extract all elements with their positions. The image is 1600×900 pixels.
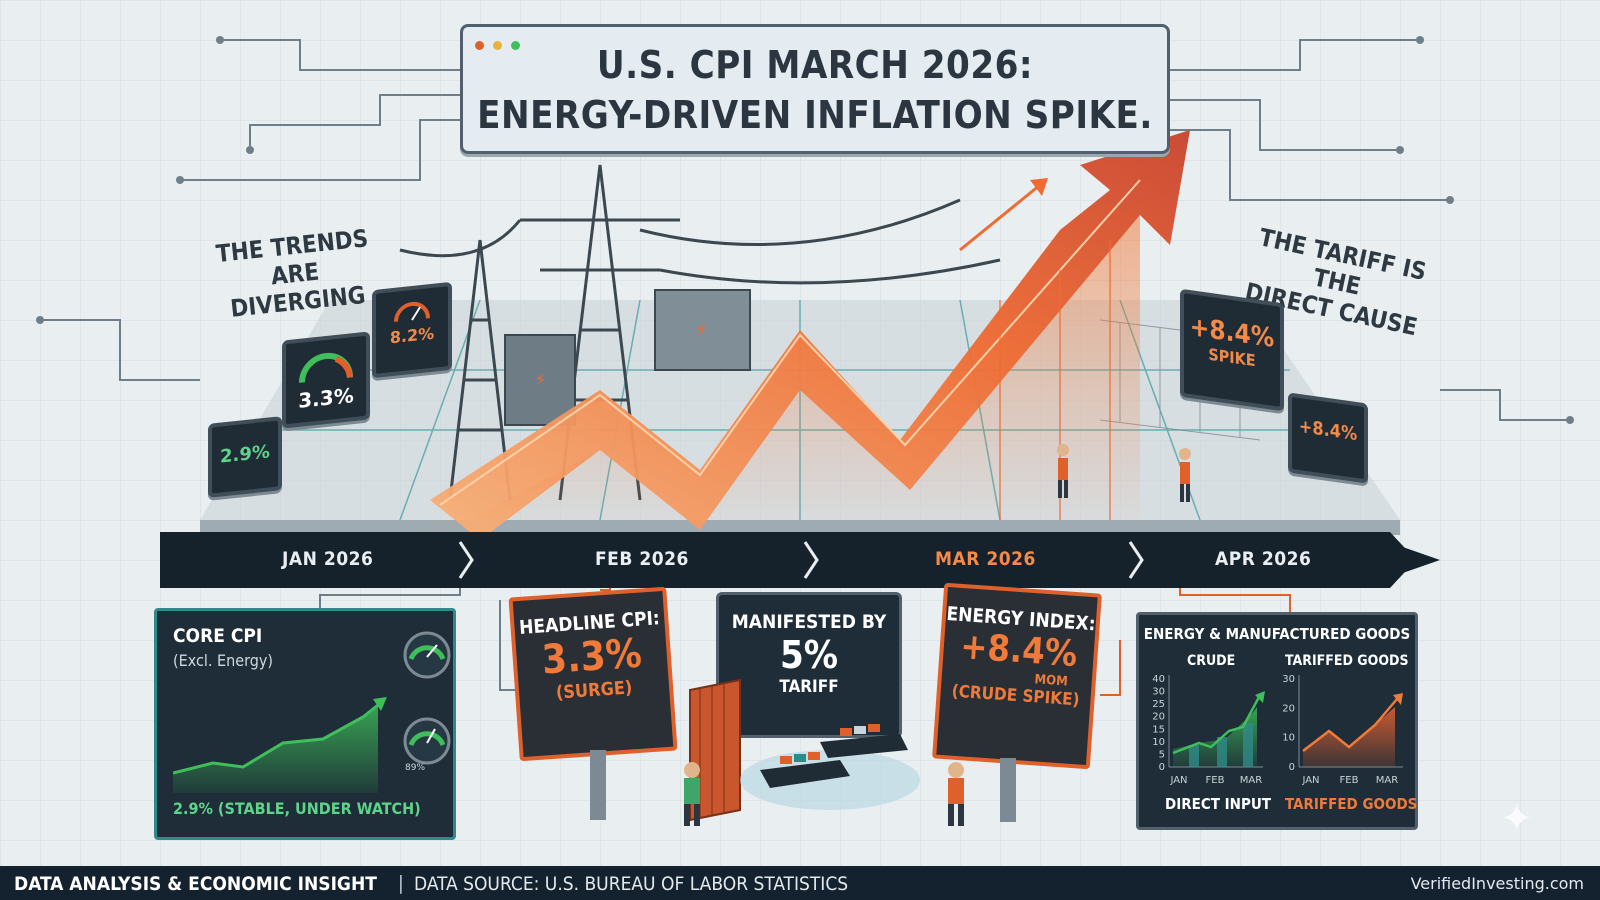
goods-right-title: TARIFFED GOODS — [1285, 653, 1409, 669]
core-cpi-sparkline — [173, 697, 387, 793]
chart-tick-label: 30 — [1152, 687, 1165, 698]
title-line-1: U.S. CPI MARCH 2026: — [596, 43, 1034, 87]
timeline-label-jan: JAN 2026 — [282, 548, 374, 570]
window-controls — [475, 35, 524, 54]
chart-tick-label: 20 — [1282, 703, 1295, 714]
chart-tick-label: 15 — [1152, 724, 1165, 735]
timeline-label-apr: APR 2026 — [1215, 548, 1312, 570]
goods-left-title: CRUDE — [1187, 653, 1236, 669]
chart-tick-label: 5 — [1159, 749, 1165, 760]
chart-month-label: FEB — [1206, 775, 1225, 786]
footer-bar: DATA ANALYSIS & ECONOMIC INSIGHT | DATA … — [0, 866, 1600, 900]
monitor-right-small-value: +8.4% — [1298, 415, 1358, 446]
timeline-label-mar: MAR 2026 — [935, 548, 1036, 570]
monitor-tall-left-value: 8.2% — [389, 323, 435, 348]
minimize-dot-icon — [493, 41, 503, 50]
chart-tick-label: 0 — [1289, 762, 1295, 773]
tariff-value: 5% — [779, 633, 839, 677]
footer-tagline: DATA ANALYSIS & ECONOMIC INSIGHT — [14, 873, 377, 895]
chart-tick-label: 0 — [1159, 762, 1165, 773]
chart-month-label: JAN — [1169, 775, 1187, 786]
timeline-bar — [160, 532, 1440, 588]
worker-figure-right — [948, 762, 964, 826]
chart-tick-label: 10 — [1152, 737, 1165, 748]
gauge-bottom-label: 89% — [405, 763, 426, 773]
title-line-2: ENERGY-DRIVEN INFLATION SPIKE. — [477, 93, 1153, 137]
chart-tick-label: 25 — [1152, 699, 1165, 710]
monitor-small-left-value: 2.9% — [220, 441, 270, 468]
monitor-right-small: +8.4% — [1288, 392, 1368, 484]
svg-text:⚡: ⚡ — [535, 370, 546, 389]
energy-index-panel: ENERGY INDEX: +8.4% MOM (CRUDE SPIKE) — [932, 582, 1102, 770]
sparkle-icon: ✦ — [1500, 796, 1534, 842]
tariff-panel: MANIFESTED BY 5% TARIFF — [716, 592, 902, 738]
gauge-icon — [299, 352, 353, 383]
core-cpi-subtitle: (Excl. Energy) — [173, 651, 273, 670]
callout-left: THE TRENDS ARE DIVERGING — [206, 223, 384, 324]
svg-text:⚡: ⚡ — [695, 320, 708, 341]
chart-month-label: FEB — [1340, 775, 1359, 786]
footer-source: DATA SOURCE: U.S. BUREAU OF LABOR STATIS… — [414, 873, 849, 895]
monitor-gauge-left: 3.3% — [282, 331, 370, 429]
chart-tick-label: 10 — [1282, 733, 1295, 744]
monitor-tall-left: 8.2% — [372, 281, 452, 379]
chart-tick-label: 40 — [1152, 674, 1165, 685]
gauge-bottom-icon — [403, 717, 451, 765]
timeline-label-feb: FEB 2026 — [595, 548, 689, 570]
headline-panel-post — [590, 750, 606, 820]
title-window: U.S. CPI MARCH 2026: ENERGY-DRIVEN INFLA… — [460, 24, 1170, 154]
goods-panel-title: ENERGY & MANUFACTURED GOODS — [1143, 625, 1411, 643]
energy-panel-post — [1000, 758, 1016, 822]
chart-month-label: MAR — [1376, 775, 1398, 786]
tariff-wall-and-ships — [689, 678, 920, 822]
core-cpi-footer: 2.9% (STABLE, UNDER WATCH) — [173, 799, 421, 818]
chart-month-label: MAR — [1240, 775, 1262, 786]
goods-panel: ENERGY & MANUFACTURED GOODS CRUDE TARIFF… — [1136, 612, 1418, 830]
tariff-line-3: TARIFF — [779, 677, 839, 697]
tariff-line-1: MANIFESTED BY — [731, 611, 887, 633]
worker-figure-left — [684, 762, 700, 826]
chart-month-label: JAN — [1301, 775, 1319, 786]
close-dot-icon — [475, 41, 484, 50]
footer-website-link[interactable]: VerifiedInvesting.com — [1410, 874, 1584, 893]
headline-cpi-panel: HEADLINE CPI: 3.3% (SURGE) — [508, 586, 678, 762]
core-cpi-panel: CORE CPI (Excl. Energy) 89% 2.9% (STABLE… — [154, 608, 456, 840]
footer-separator: | — [398, 872, 404, 894]
goods-left-footer: DIRECT INPUT — [1165, 795, 1272, 813]
dial-icon — [394, 301, 430, 322]
monitor-gauge-left-value: 3.3% — [298, 383, 354, 413]
chart-tick-label: 20 — [1152, 712, 1165, 723]
gauge-top-icon — [403, 631, 451, 679]
monitor-right-big: +8.4% SPIKE — [1180, 288, 1284, 412]
core-cpi-title: CORE CPI — [173, 625, 263, 647]
goods-right-footer: TARIFFED GOODS — [1285, 795, 1418, 813]
maximize-dot-icon — [511, 41, 521, 50]
monitor-small-left: 2.9% — [208, 416, 282, 498]
chart-tick-label: 30 — [1282, 674, 1295, 685]
